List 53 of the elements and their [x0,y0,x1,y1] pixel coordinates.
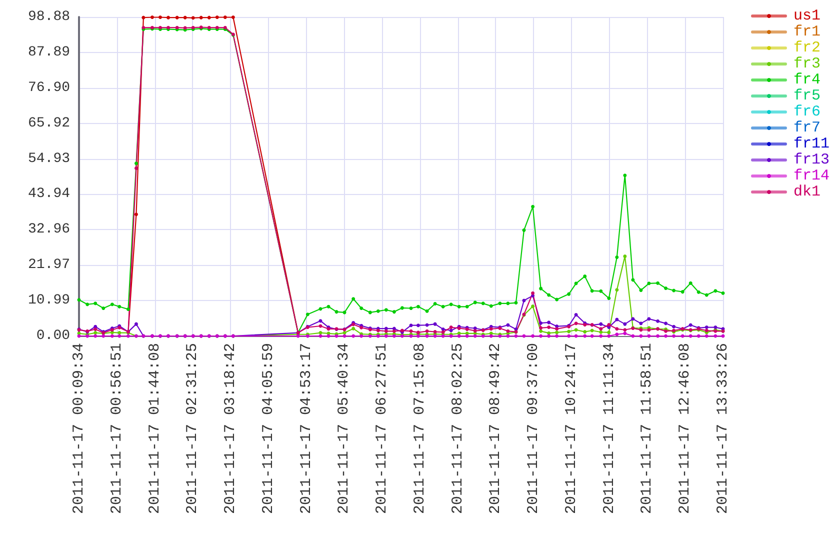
legend-label: fr11 [794,136,830,152]
x-tick-label: 2011-11-17 08:02:25 [449,343,466,514]
x-tick-label: 2011-11-17 02:31:25 [184,343,202,514]
y-tick-label: 65.92 [28,115,70,132]
x-tick-label: 2011-11-17 11:58:51 [638,343,656,514]
x-tick-label: 2011-11-17 08:49:42 [487,343,504,514]
y-tick-label: 21.97 [28,257,70,274]
legend-label: fr2 [794,40,821,56]
legend-label: fr6 [794,104,821,120]
y-tick-label: 0.00 [36,328,70,344]
y-tick-label: 87.89 [28,44,70,60]
point [150,16,154,20]
x-tick-label: 2011-11-17 00:56:51 [108,343,126,514]
x-tick-label: 2011-11-17 12:46:08 [676,343,694,514]
legend-label: fr14 [794,168,830,184]
legend-label: fr1 [794,24,821,40]
point [158,16,162,20]
x-tick-label: 2011-11-17 07:15:08 [411,343,428,514]
legend-label: fr13 [794,152,830,168]
x-tick-label: 2011-11-17 11:11:34 [600,343,618,514]
point [134,212,138,216]
y-tick-label: 98.88 [28,9,70,25]
x-tick-label: 2011-11-17 13:33:26 [714,343,732,514]
legend-label: fr5 [794,88,821,104]
point [183,16,187,20]
point [231,16,235,20]
y-tick-label: 54.93 [28,150,70,167]
x-tick-label: 2011-11-17 01:44:08 [146,343,164,514]
y-tick-label: 76.90 [28,80,70,96]
x-tick-label: 2011-11-17 04:53:17 [298,343,315,514]
point [207,16,211,20]
x-tick-label: 2011-11-17 05:40:34 [336,343,353,514]
x-tick-label: 2011-11-17 04:05:59 [260,343,277,514]
legend-label: fr4 [794,72,821,88]
point [215,16,219,20]
legend-label: us1 [794,8,821,24]
x-tick-label: 2011-11-17 10:24:17 [562,343,580,514]
x-tick-label: 2011-11-17 03:18:42 [222,343,240,514]
y-tick-label: 32.96 [28,222,70,238]
point [142,16,146,20]
point [223,16,227,20]
x-tick-label: 2011-11-17 09:37:00 [525,343,542,514]
legend-label: dk1 [794,184,821,200]
point [191,16,195,20]
x-tick-label: 2011-11-17 00:09:34 [70,343,88,514]
point [199,16,203,20]
legend-label: fr3 [794,56,821,72]
y-tick-label: 43.94 [28,186,70,202]
x-tick-label: 2011-11-17 06:27:51 [374,343,391,514]
y-tick-label: 10.99 [28,292,70,309]
point [166,16,170,20]
point [175,16,179,20]
legend-label: fr7 [794,120,821,136]
